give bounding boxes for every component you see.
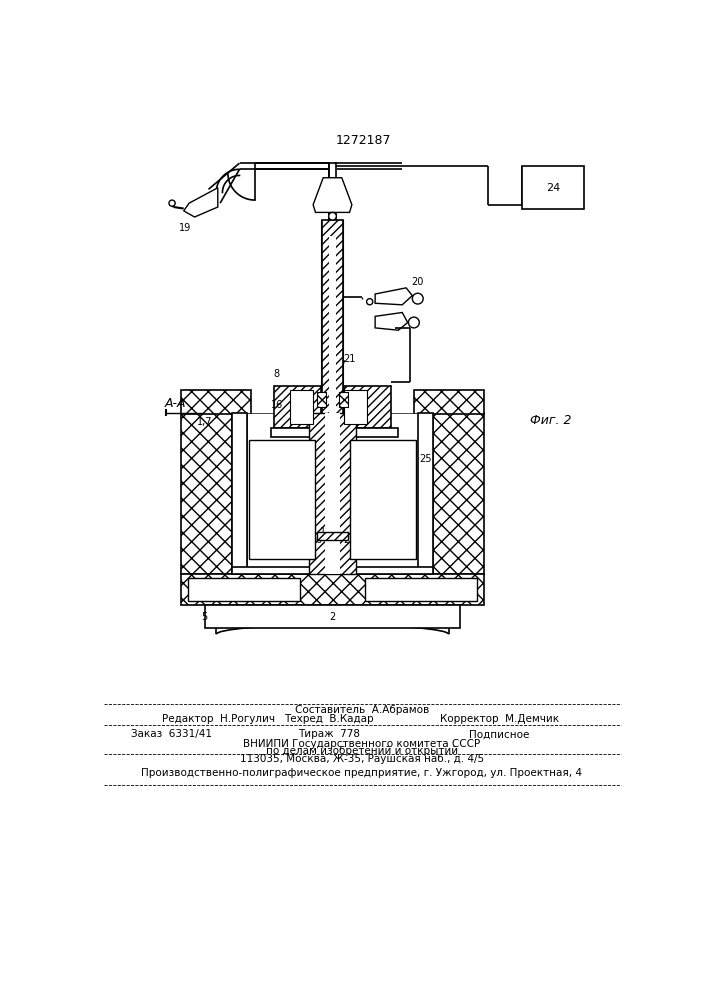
Bar bbox=[274, 386, 321, 428]
Text: Техред  В.Кадар: Техред В.Кадар bbox=[284, 714, 373, 724]
Text: 12: 12 bbox=[305, 546, 317, 556]
Text: 1,7: 1,7 bbox=[197, 417, 212, 427]
Text: Фиг. 2: Фиг. 2 bbox=[530, 414, 572, 427]
Text: 8: 8 bbox=[283, 454, 289, 464]
Text: 13: 13 bbox=[288, 477, 300, 487]
Bar bbox=[309, 413, 356, 574]
Text: по делам изобретений и открытий: по делам изобретений и открытий bbox=[266, 746, 458, 756]
Bar bbox=[271, 428, 398, 437]
Bar bbox=[414, 389, 484, 414]
Circle shape bbox=[169, 200, 175, 206]
Bar bbox=[182, 574, 484, 605]
Bar bbox=[317, 392, 327, 407]
Bar bbox=[351, 440, 416, 559]
Polygon shape bbox=[313, 178, 352, 212]
Text: 23: 23 bbox=[344, 535, 356, 545]
Text: 5: 5 bbox=[201, 612, 208, 622]
Text: 21: 21 bbox=[344, 354, 356, 364]
Text: 113035, Москва, Ж-35, Раушская наб., д. 4/5: 113035, Москва, Ж-35, Раушская наб., д. … bbox=[240, 754, 484, 764]
Text: 11: 11 bbox=[297, 538, 309, 548]
Bar bbox=[290, 389, 313, 424]
Bar bbox=[418, 413, 433, 574]
Text: 8: 8 bbox=[274, 369, 280, 379]
Bar bbox=[232, 567, 433, 574]
Text: Составитель  А.Абрамов: Составитель А.Абрамов bbox=[295, 705, 429, 715]
Polygon shape bbox=[375, 288, 412, 305]
Text: 2: 2 bbox=[329, 612, 336, 622]
Bar bbox=[232, 413, 247, 574]
Polygon shape bbox=[184, 188, 218, 217]
Text: 20: 20 bbox=[411, 277, 424, 287]
Bar bbox=[433, 413, 484, 574]
Text: 18: 18 bbox=[356, 469, 368, 479]
Text: Редактор  Н.Рогулич: Редактор Н.Рогулич bbox=[162, 714, 275, 724]
Text: Подписное: Подписное bbox=[469, 729, 530, 739]
Bar bbox=[522, 166, 585, 209]
Bar bbox=[322, 220, 343, 574]
Text: Корректор  М.Демчик: Корректор М.Демчик bbox=[440, 714, 559, 724]
Circle shape bbox=[412, 293, 423, 304]
Text: 16: 16 bbox=[271, 400, 283, 410]
Text: Заказ  6331/41: Заказ 6331/41 bbox=[131, 729, 212, 739]
Bar bbox=[317, 532, 348, 540]
Text: 1272187: 1272187 bbox=[336, 134, 391, 147]
Text: 22: 22 bbox=[380, 538, 393, 548]
Bar bbox=[344, 389, 368, 424]
Bar bbox=[182, 389, 251, 414]
Bar bbox=[187, 578, 300, 601]
Text: 15: 15 bbox=[365, 454, 378, 464]
Circle shape bbox=[329, 212, 337, 220]
Bar bbox=[204, 605, 460, 628]
Bar bbox=[365, 578, 477, 601]
Bar bbox=[344, 386, 391, 428]
Circle shape bbox=[367, 299, 373, 305]
Text: 24: 24 bbox=[547, 183, 561, 193]
Bar bbox=[249, 440, 315, 559]
Text: 19: 19 bbox=[179, 223, 192, 233]
Text: А-А: А-А bbox=[164, 397, 186, 410]
Text: ВНИИПИ Государственного комитета СССР: ВНИИПИ Государственного комитета СССР bbox=[243, 739, 481, 749]
Bar bbox=[325, 413, 340, 574]
Text: Тираж  778: Тираж 778 bbox=[298, 729, 360, 739]
Circle shape bbox=[409, 317, 419, 328]
Text: Производственно-полиграфическое предприятие, г. Ужгород, ул. Проектная, 4: Производственно-полиграфическое предприя… bbox=[141, 768, 583, 778]
Text: 6: 6 bbox=[315, 535, 322, 545]
Bar bbox=[247, 413, 418, 574]
Text: 25: 25 bbox=[419, 454, 432, 464]
Bar bbox=[182, 413, 232, 574]
Text: 17: 17 bbox=[373, 446, 385, 456]
Bar bbox=[329, 235, 336, 559]
Text: 14: 14 bbox=[320, 527, 332, 537]
Polygon shape bbox=[375, 312, 408, 330]
Bar bbox=[339, 392, 348, 407]
